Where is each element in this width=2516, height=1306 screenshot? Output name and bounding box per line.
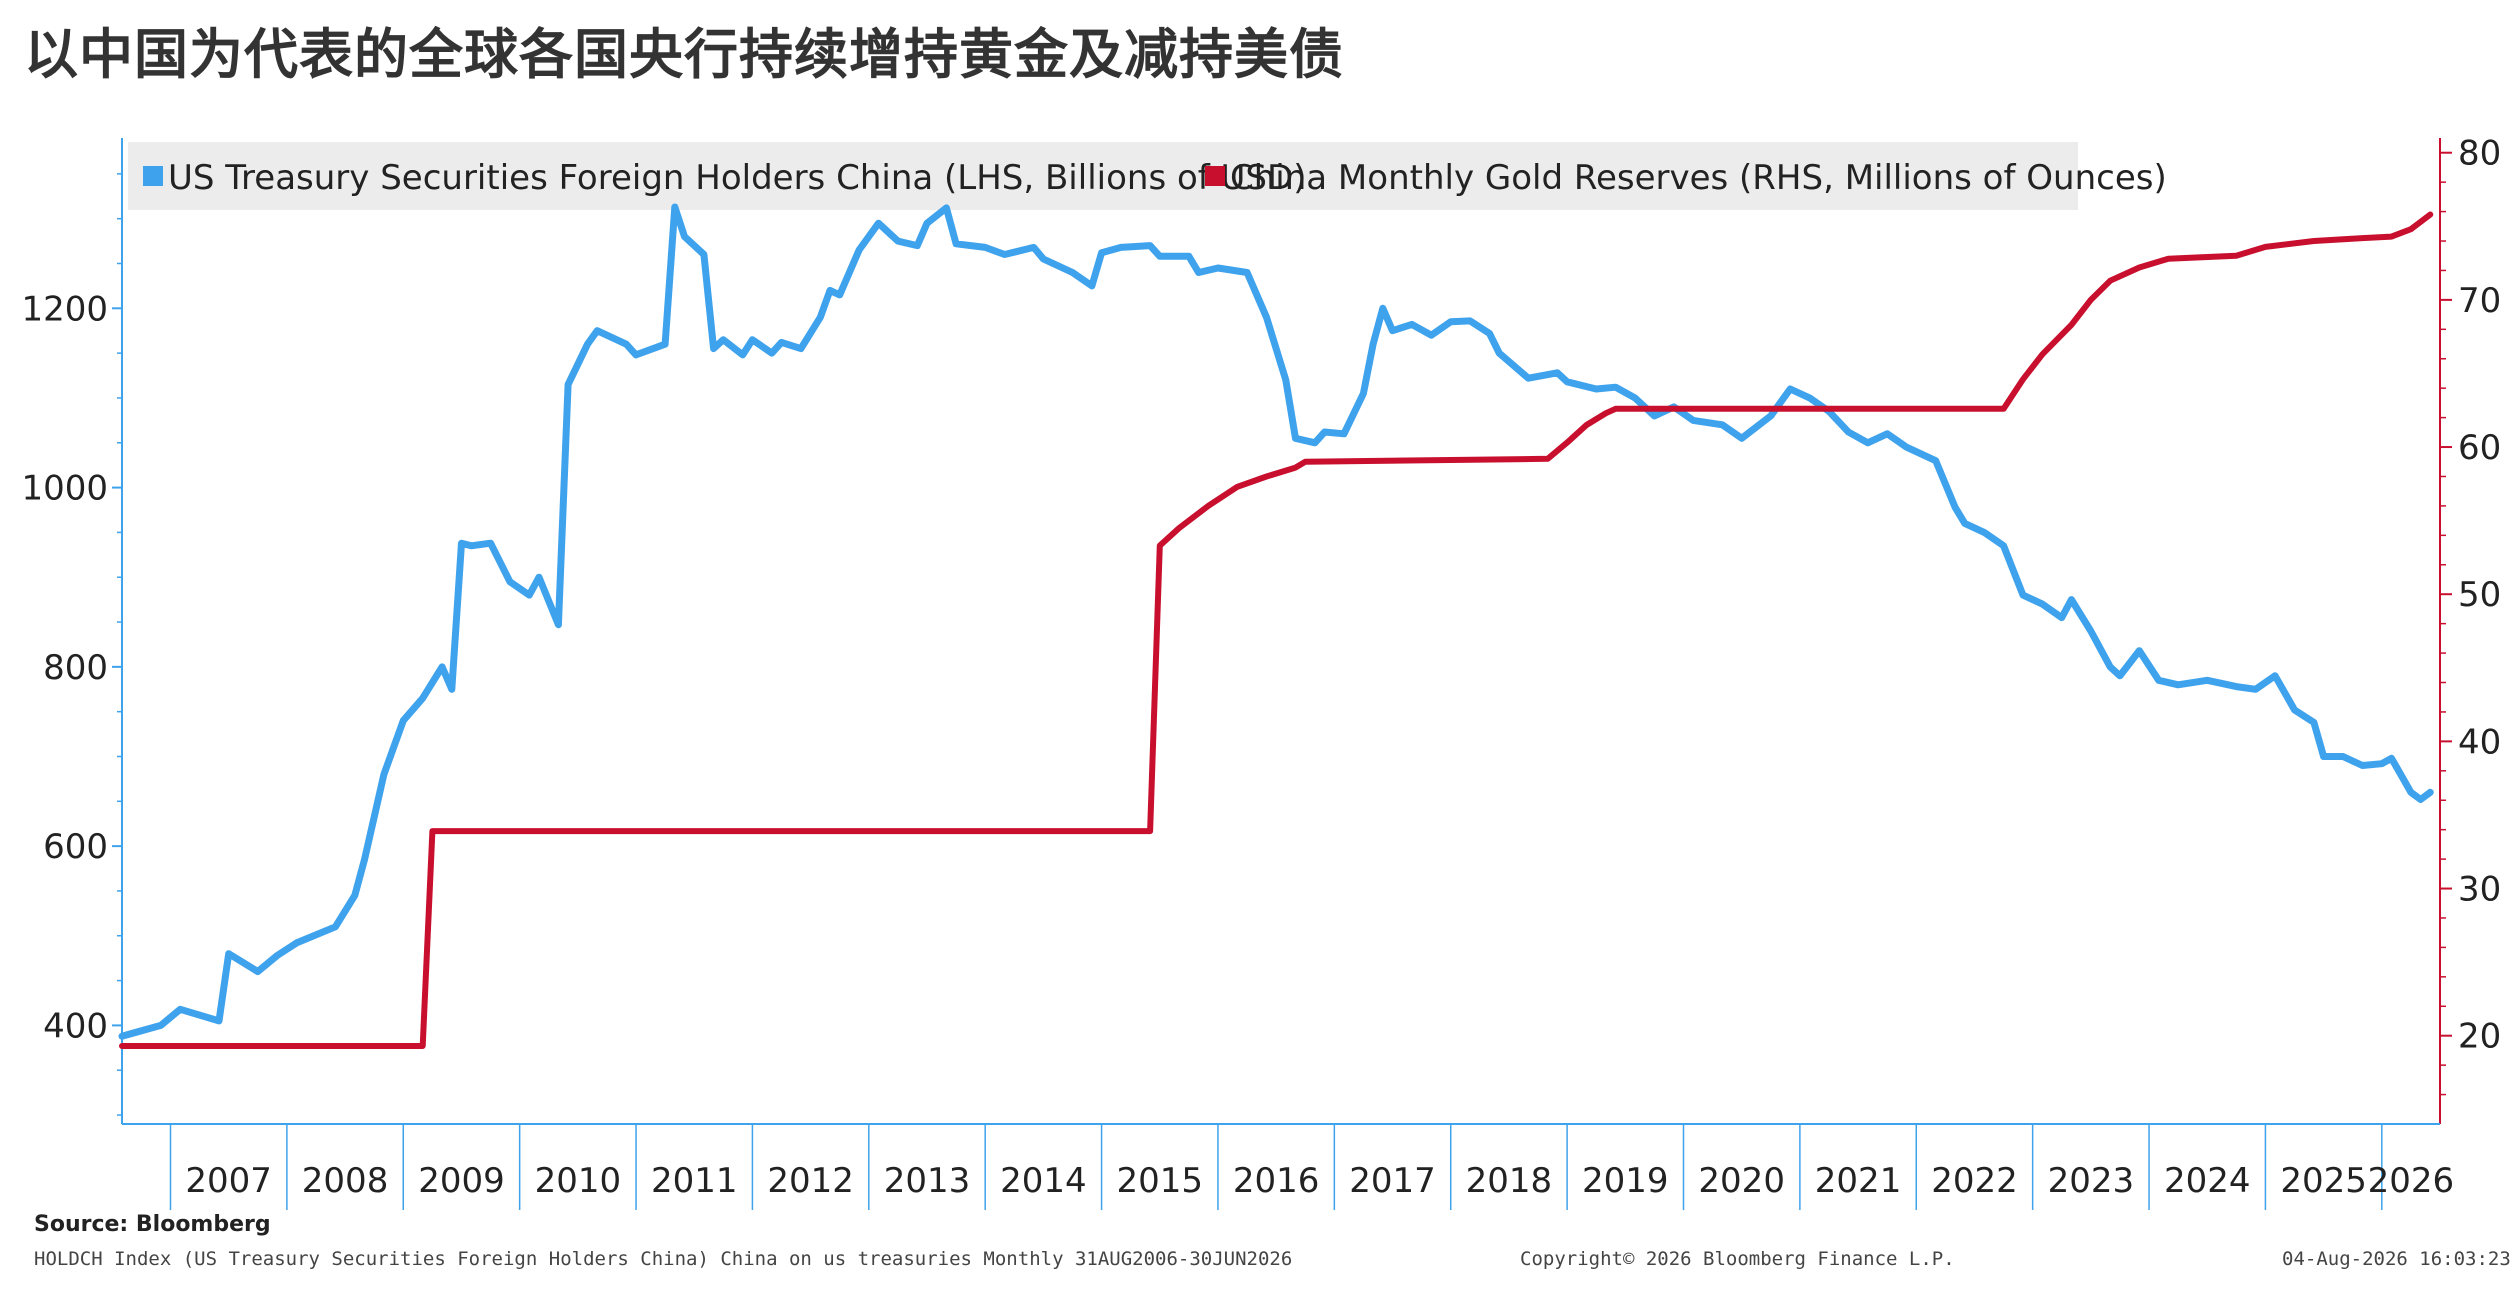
source-note: Source: Bloomberg: [34, 1212, 271, 1237]
x-tick-label: 2018: [1466, 1161, 1553, 1201]
x-tick-label: 2008: [302, 1161, 389, 1201]
legend-label-treasury: US Treasury Securities Foreign Holders C…: [168, 158, 1306, 198]
right-tick-label: 50: [2458, 575, 2501, 615]
x-tick-label: 2014: [1000, 1161, 1087, 1201]
x-tick-label: 2007: [185, 1161, 272, 1201]
right-tick-label: 60: [2458, 428, 2501, 468]
x-tick-label: 2012: [767, 1161, 854, 1201]
x-tick-label: 2022: [1931, 1161, 2018, 1201]
x-tick-label: 2024: [2164, 1161, 2251, 1201]
left-tick-label: 800: [43, 648, 108, 688]
x-tick-label: 2015: [1117, 1161, 1204, 1201]
page-title: 以中国为代表的全球各国央行持续增持黄金及减持美债: [24, 23, 1344, 86]
x-tick-label: 2020: [1698, 1161, 1785, 1201]
chart-description: HOLDCH Index (US Treasury Securities For…: [34, 1248, 1293, 1270]
x-tick-label: 2023: [2048, 1161, 2135, 1201]
legend-background: [128, 142, 2078, 210]
right-tick-label: 80: [2458, 134, 2501, 174]
axes: 400 600 800 1000 1200 20 30 40 50 60 70 80 2007 2008 2…: [21, 134, 2501, 1210]
copyright-note: Copyright© 2026 Bloomberg Finance L.P.: [1520, 1248, 1955, 1270]
legend: US Treasury Securities Foreign Holders C…: [128, 142, 2167, 210]
right-tick-label: 30: [2458, 870, 2501, 910]
x-tick-label: 2016: [1233, 1161, 1320, 1201]
x-tick-label: 2011: [651, 1161, 738, 1201]
x-tick-label: 2013: [884, 1161, 971, 1201]
legend-swatch-treasury: [143, 166, 163, 186]
x-tick-label: 2019: [1582, 1161, 1669, 1201]
left-tick-label: 600: [43, 827, 108, 867]
x-tick-label: 2021: [1815, 1161, 1902, 1201]
series-layer: [118, 203, 2434, 1049]
legend-label-gold: China Monthly Gold Reserves (RHS, Millio…: [1230, 158, 2167, 198]
x-tick-label: 2017: [1349, 1161, 1436, 1201]
legend-swatch-gold: [1205, 166, 1225, 186]
x-tick-label: 2026: [2368, 1161, 2455, 1201]
left-tick-label: 1200: [21, 289, 108, 329]
left-tick-label: 400: [43, 1006, 108, 1046]
right-tick-label: 20: [2458, 1017, 2501, 1057]
right-tick-label: 70: [2458, 281, 2501, 321]
chart-timestamp: 04-Aug-2026 16:03:23: [2282, 1248, 2511, 1270]
x-tick-label: 2025: [2280, 1161, 2367, 1201]
left-tick-label: 1000: [21, 469, 108, 509]
series-line-gold: [119, 211, 2434, 1049]
right-tick-label: 40: [2458, 722, 2501, 762]
series-line-treasury: [118, 203, 2434, 1040]
dual-axis-line-chart: US Treasury Securities Foreign Holders C…: [21, 134, 2501, 1210]
x-tick-label: 2009: [418, 1161, 505, 1201]
x-tick-label: 2010: [535, 1161, 622, 1201]
